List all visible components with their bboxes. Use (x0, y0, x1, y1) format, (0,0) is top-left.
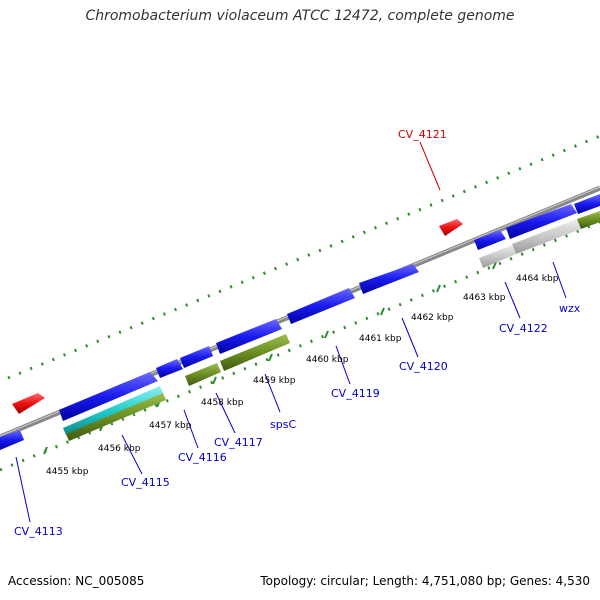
kbp-label: 4462 kbp (411, 313, 454, 323)
cds-cv4113[interactable] (0, 430, 24, 450)
cds-cv4122b[interactable] (506, 204, 577, 239)
gene-label-cv4117[interactable]: CV_4117 (214, 436, 263, 449)
leader-lines (15, 141, 567, 523)
kbp-label: 4460 kbp (306, 355, 349, 365)
gene-labels: CV_4113 CV_4115 CV_4116 CV_4117 spsC CV_… (14, 128, 581, 538)
grey-feature-1[interactable] (479, 245, 516, 268)
gene-label-cv4115[interactable]: CV_4115 (121, 476, 170, 489)
kbp-label: 4456 kbp (98, 444, 141, 454)
kbp-label: 4463 kbp (463, 293, 506, 303)
inner-tick-track (0, 220, 600, 472)
gene-label-cv4113[interactable]: CV_4113 (14, 525, 63, 538)
green-feature-1[interactable] (66, 393, 166, 441)
cds-cv4122[interactable] (474, 230, 506, 250)
cds-cv4120[interactable] (359, 264, 419, 294)
kbp-label: 4461 kbp (359, 334, 402, 344)
rna-feature-left[interactable] (12, 393, 45, 414)
green-feature-3[interactable] (220, 334, 290, 371)
cds-cv4116[interactable] (156, 359, 183, 378)
kbp-label: 4457 kbp (149, 421, 192, 431)
kbp-label: 4458 kbp (201, 398, 244, 408)
cds-cv4115[interactable] (59, 372, 158, 421)
grey-feature-2[interactable] (512, 219, 581, 254)
gene-label-wzx[interactable]: wzx (559, 302, 581, 315)
cds-cv4119[interactable] (287, 288, 355, 324)
cds-cv4116b[interactable] (180, 346, 213, 368)
cds-wzx[interactable] (574, 194, 600, 214)
green-feature-2[interactable] (185, 363, 221, 386)
outer-tick-track (7, 134, 600, 380)
gene-label-cv4121[interactable]: CV_4121 (398, 128, 447, 141)
kbp-label: 4464 kbp (516, 274, 559, 284)
gene-label-cv4116[interactable]: CV_4116 (178, 451, 227, 464)
feature-track-2 (63, 211, 600, 441)
gene-label-cv4119[interactable]: CV_4119 (331, 387, 380, 400)
map-title: Chromobacterium violaceum ATCC 12472, co… (85, 8, 515, 24)
cyan-feature[interactable] (63, 386, 163, 435)
kbp-label: 4455 kbp (46, 467, 89, 477)
cds-features (0, 194, 600, 450)
gene-label-spsc[interactable]: spsC (270, 418, 296, 431)
green-feature-4[interactable] (577, 211, 600, 229)
kbp-labels: 4455 kbp 4456 kbp 4457 kbp 4458 kbp 4459… (46, 274, 559, 477)
kbp-ticks (43, 261, 497, 455)
genome-summary-text: Topology: circular; Length: 4,751,080 bp… (260, 574, 590, 588)
kbp-label: 4459 kbp (253, 376, 296, 386)
gene-label-cv4122[interactable]: CV_4122 (499, 322, 548, 335)
gene-label-cv4120[interactable]: CV_4120 (399, 360, 448, 373)
rna-feature-cv4121[interactable] (439, 219, 463, 236)
accession-text: Accession: NC_005085 (8, 574, 145, 588)
cds-spsc[interactable] (216, 319, 282, 354)
